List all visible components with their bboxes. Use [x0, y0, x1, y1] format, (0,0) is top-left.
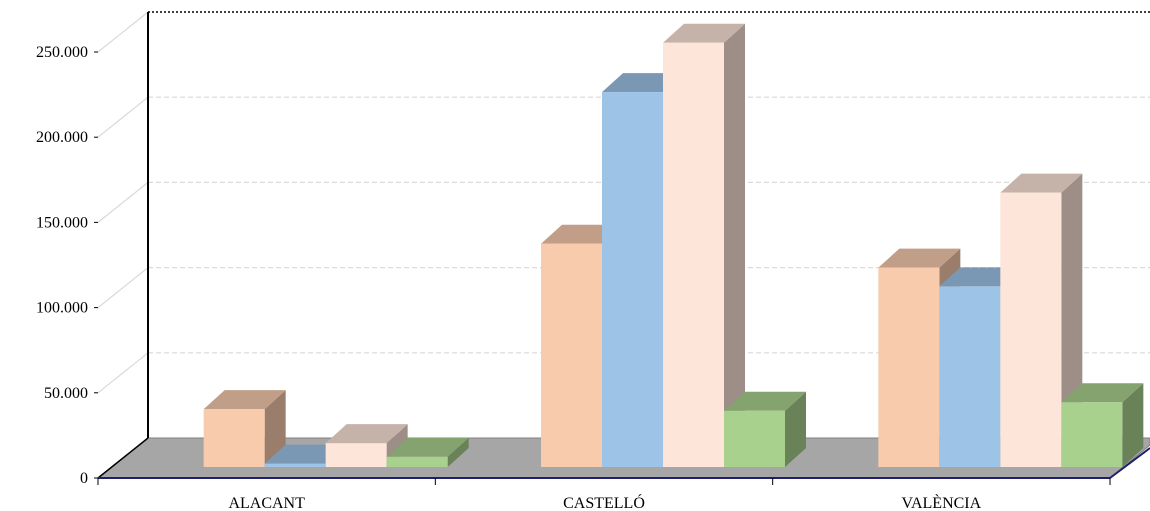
x-tick-label: CASTELLÓ	[563, 493, 645, 511]
bar-front	[939, 286, 1001, 467]
y-tick-label: 50.000	[44, 385, 88, 402]
y-tick-label: 200.000	[36, 129, 88, 146]
y-tick-label: 100.000	[36, 300, 88, 317]
bar	[203, 390, 286, 467]
bar-top	[325, 424, 408, 444]
bar-top	[724, 391, 806, 411]
bars	[203, 23, 1144, 468]
gridline-side	[97, 96, 149, 138]
y-tick-label: 150.000	[36, 214, 88, 231]
gridline-side	[97, 352, 149, 394]
bar-front	[541, 243, 602, 467]
bar-front	[1061, 402, 1123, 467]
bar-side	[1122, 383, 1144, 467]
bar	[386, 437, 469, 467]
bar-front	[724, 410, 785, 467]
bar-side	[785, 391, 806, 467]
bar-top	[663, 23, 745, 43]
x-tick-label: VALÈNCIA	[901, 493, 981, 511]
bar-front	[878, 267, 940, 467]
gridline-side	[97, 181, 149, 223]
bar-top	[878, 248, 961, 268]
gridline-side	[97, 11, 149, 53]
bar-front	[203, 409, 265, 467]
x-axis-ticks: ALACANT CASTELLÓ VALÈNCIA	[97, 478, 1111, 511]
bar-side	[264, 390, 286, 467]
bar-front	[325, 443, 387, 467]
x-axis-right-edge	[1109, 447, 1150, 479]
gridline-side	[97, 267, 149, 309]
floor-left-edge	[97, 437, 149, 479]
bar-side	[724, 23, 745, 467]
bar-top	[386, 437, 469, 457]
bar-top	[1061, 383, 1144, 403]
bar-front	[386, 456, 448, 467]
axes	[97, 12, 1150, 479]
bar	[1061, 383, 1144, 467]
bar-front	[1000, 192, 1062, 467]
bar-side	[447, 437, 469, 467]
bar-front	[602, 92, 663, 468]
bar	[724, 391, 806, 467]
y-tick-label: 0	[80, 470, 88, 487]
bar	[663, 23, 745, 467]
y-axis-ticks: 0 50.000 100.000 150.000 200.000 250.000	[36, 44, 98, 487]
bar-front	[663, 42, 724, 467]
bar-top	[1000, 173, 1083, 193]
bar	[1000, 173, 1083, 467]
x-tick-label: ALACANT	[228, 495, 305, 511]
bar-top	[203, 390, 286, 410]
y-tick-label: 250.000	[36, 44, 88, 61]
bar-front	[264, 463, 326, 467]
